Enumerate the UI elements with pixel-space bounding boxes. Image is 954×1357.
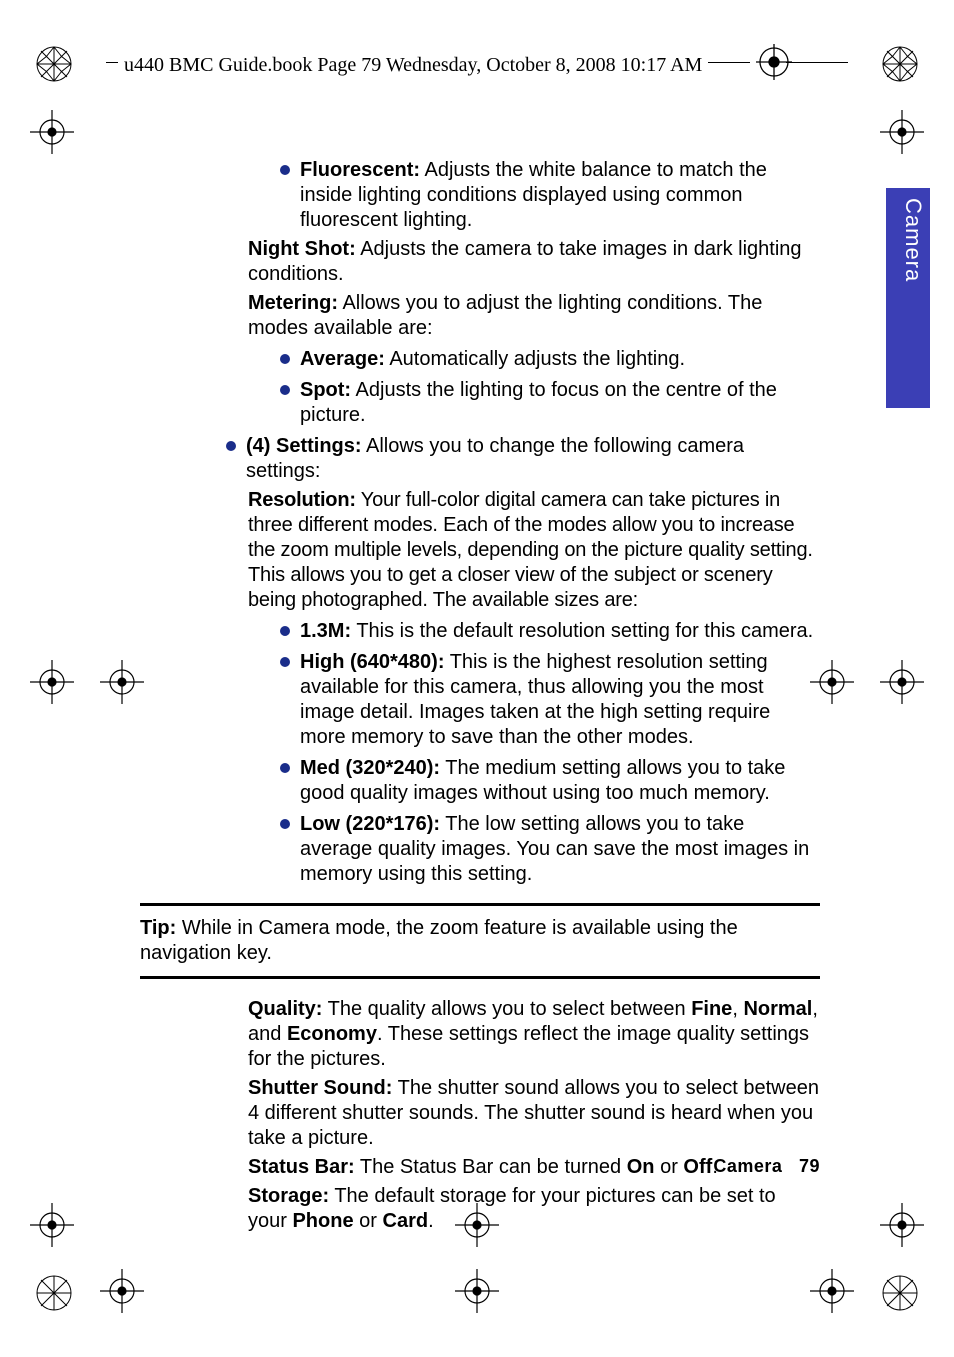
- bullet-low: Low (220*176): The low setting allows yo…: [280, 812, 820, 887]
- text: or: [354, 1210, 383, 1232]
- bold: Economy: [287, 1023, 377, 1045]
- text: ,: [732, 998, 743, 1020]
- bullet-icon: [280, 354, 290, 364]
- crosshair-icon: [880, 110, 924, 154]
- label: High (640*480):: [300, 651, 445, 673]
- text: While in Camera mode, the zoom feature i…: [140, 917, 738, 964]
- page-content: Fluorescent: Adjusts the white balance t…: [140, 152, 820, 1234]
- text: Adjusts the lighting to focus on the cen…: [300, 379, 777, 426]
- bullet-icon: [280, 657, 290, 667]
- regmark-icon: [880, 1273, 920, 1313]
- label: Shutter Sound:: [248, 1077, 392, 1099]
- label: Night Shot:: [248, 238, 356, 260]
- label: Med (320*240):: [300, 757, 440, 779]
- footer-section: Camera: [713, 1156, 782, 1176]
- text: The quality allows you to select between: [322, 998, 691, 1020]
- footer-page: 79: [799, 1156, 820, 1176]
- crosshair-icon: [30, 110, 74, 154]
- bullet-med: Med (320*240): The medium setting allows…: [280, 756, 820, 806]
- crosshair-icon: [30, 1203, 74, 1247]
- crosshair-icon: [30, 660, 74, 704]
- crosshair-icon: [880, 660, 924, 704]
- bullet-high: High (640*480): This is the highest reso…: [280, 650, 820, 750]
- bullet-icon: [280, 385, 290, 395]
- text: Automatically adjusts the lighting.: [385, 348, 685, 370]
- bullet-fluorescent: Fluorescent: Adjusts the white balance t…: [280, 158, 820, 233]
- page-footer: Camera 79: [140, 1156, 820, 1177]
- text: .: [428, 1210, 434, 1232]
- bullet-icon: [280, 165, 290, 175]
- crosshair-icon: [100, 1269, 144, 1313]
- crosshair-icon: [810, 1269, 854, 1313]
- para-nightshot: Night Shot: Adjusts the camera to take i…: [248, 237, 820, 287]
- label: Storage:: [248, 1185, 329, 1207]
- header-target-icon: [750, 44, 786, 80]
- header-text: u440 BMC Guide.book Page 79 Wednesday, O…: [118, 54, 708, 77]
- regmark-icon: [880, 44, 920, 84]
- tip-callout: Tip: While in Camera mode, the zoom feat…: [140, 903, 820, 979]
- label: Tip:: [140, 917, 176, 939]
- label: (4) Settings:: [246, 435, 362, 457]
- para-resolution: Resolution: Your full-color digital came…: [248, 488, 820, 613]
- text: This is the default resolution setting f…: [351, 620, 813, 642]
- para-quality: Quality: The quality allows you to selec…: [248, 997, 820, 1072]
- bullet-average: Average: Automatically adjusts the light…: [280, 347, 820, 372]
- para-storage: Storage: The default storage for your pi…: [248, 1184, 820, 1234]
- bold: Normal: [743, 998, 812, 1020]
- para-metering: Metering: Allows you to adjust the light…: [248, 291, 820, 341]
- label: Fluorescent:: [300, 159, 420, 181]
- bullet-icon: [280, 819, 290, 829]
- bullet-13m: 1.3M: This is the default resolution set…: [280, 619, 820, 644]
- label: Low (220*176):: [300, 813, 440, 835]
- label: Resolution:: [248, 489, 356, 511]
- crosshair-icon: [100, 660, 144, 704]
- bullet-icon: [280, 763, 290, 773]
- label: Quality:: [248, 998, 322, 1020]
- bullet-settings: (4) Settings: Allows you to change the f…: [226, 434, 820, 484]
- crosshair-icon: [455, 1269, 499, 1313]
- section-tab-label: Camera: [890, 198, 926, 288]
- regmark-icon: [34, 44, 74, 84]
- regmark-icon: [34, 1273, 74, 1313]
- bullet-icon: [226, 441, 236, 451]
- bold: Card: [383, 1210, 429, 1232]
- label: Spot:: [300, 379, 351, 401]
- bullet-spot: Spot: Adjusts the lighting to focus on t…: [280, 378, 820, 428]
- label: Metering:: [248, 292, 338, 314]
- label: Average:: [300, 348, 385, 370]
- label: 1.3M:: [300, 620, 351, 642]
- crosshair-icon: [880, 1203, 924, 1247]
- bold: Fine: [691, 998, 732, 1020]
- bold: Phone: [292, 1210, 353, 1232]
- bullet-icon: [280, 626, 290, 636]
- para-shutter: Shutter Sound: The shutter sound allows …: [248, 1076, 820, 1151]
